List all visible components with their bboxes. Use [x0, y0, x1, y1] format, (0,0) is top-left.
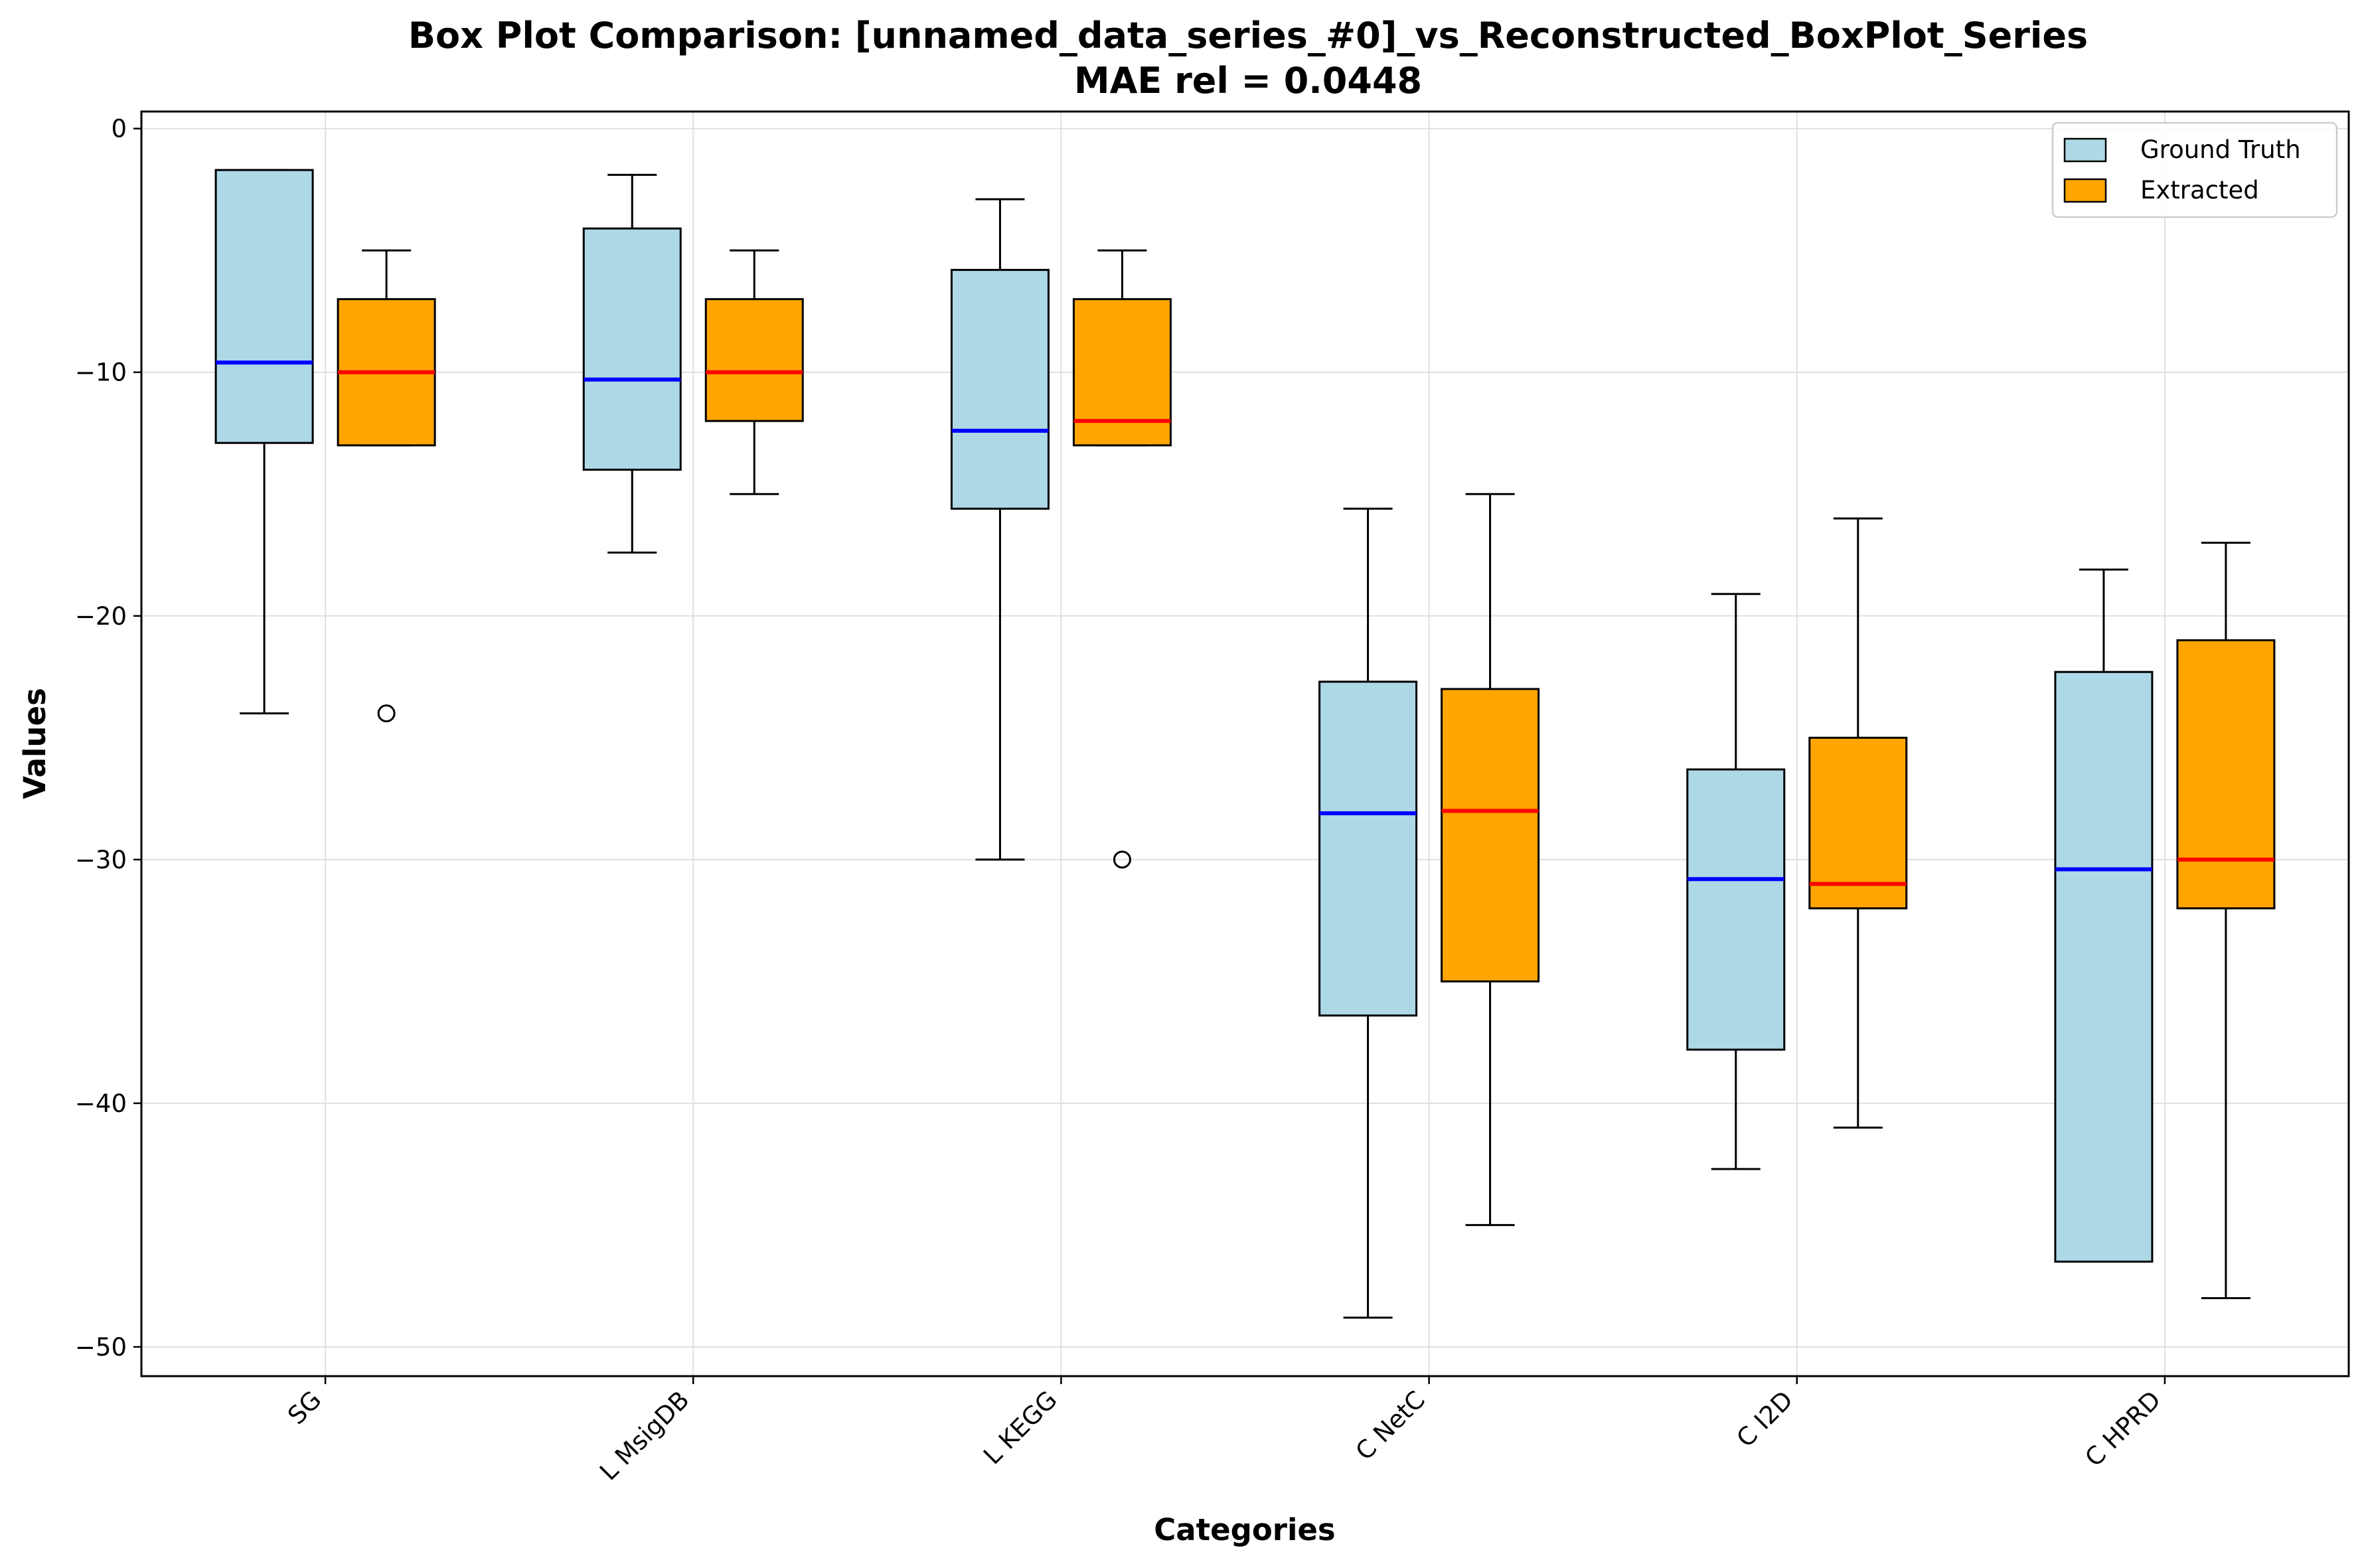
box-extracted [704, 249, 804, 495]
box-body [1686, 768, 1786, 1051]
box-ground-truth [2054, 568, 2154, 1263]
box-ground-truth [1318, 507, 1418, 1319]
x-tick-label: SG [282, 1385, 327, 1430]
y-tick-label: −20 [75, 602, 127, 631]
legend-swatch-extracted [2063, 178, 2107, 203]
box-body [1441, 688, 1540, 982]
x-tick-label: C NetC [1350, 1385, 1431, 1466]
box-plots [214, 169, 2276, 1319]
box-body [1072, 298, 1172, 447]
box-ground-truth [582, 173, 682, 554]
box-extracted [337, 249, 436, 723]
box-body [2054, 670, 2154, 1263]
x-tick-label: C HPRD [2080, 1385, 2167, 1472]
legend-frame [2051, 121, 2338, 218]
y-tick-label: −30 [75, 846, 127, 874]
y-tick-label: 0 [111, 115, 127, 143]
box-body [582, 227, 682, 471]
plot-frame [140, 110, 2350, 1377]
box-body [704, 298, 804, 422]
outlier-point [377, 704, 396, 723]
box-extracted [1441, 493, 1540, 1226]
box-extracted [2176, 542, 2276, 1300]
y-tick-label: −50 [75, 1333, 127, 1362]
legend-label-ground-truth: Ground Truth [2140, 135, 2301, 164]
chart-title: Box Plot Comparison: [unnamed_data_serie… [408, 15, 2088, 56]
y-axis-label: Values [17, 688, 52, 799]
outlier-point [1113, 850, 1131, 869]
y-tick-label: −40 [75, 1089, 127, 1118]
chart-subtitle: MAE rel = 0.0448 [1074, 60, 1422, 102]
x-tick-label: L KEGG [978, 1385, 1063, 1470]
x-tick-label: C I2D [1731, 1385, 1799, 1453]
legend-label-extracted: Extracted [2140, 176, 2259, 204]
legend-swatch-ground-truth [2063, 137, 2107, 163]
box-body [214, 169, 314, 444]
box-extracted [1072, 249, 1172, 869]
legend: Ground Truth Extracted [2051, 121, 2338, 218]
x-tick-label: L MsigDB [594, 1385, 694, 1486]
box-body [2176, 639, 2276, 909]
box-ground-truth [214, 169, 314, 715]
box-body [1808, 736, 1908, 909]
box-ground-truth [950, 198, 1050, 861]
box-body [950, 269, 1050, 510]
grid-lines [141, 112, 2349, 1376]
box-ground-truth [1686, 593, 1786, 1170]
x-axis-label: Categories [1154, 1512, 1335, 1547]
y-tick-label: −10 [75, 358, 127, 387]
box-body [1318, 680, 1418, 1017]
box-extracted [1808, 517, 1908, 1129]
